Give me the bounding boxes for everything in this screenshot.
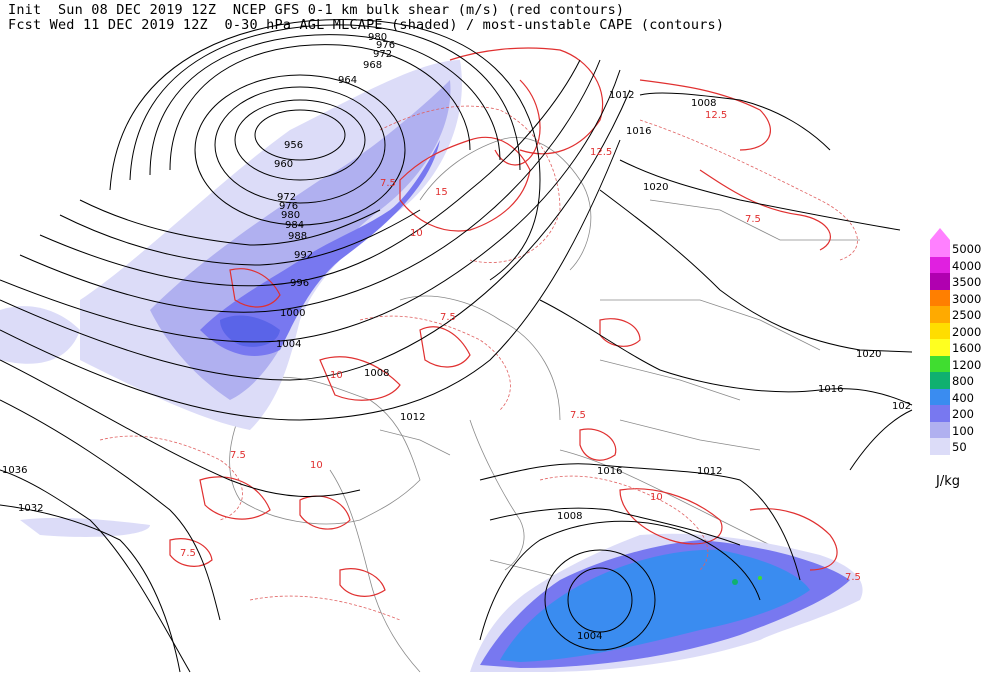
legend-swatch <box>930 405 950 422</box>
legend-row: 400 <box>928 388 998 405</box>
isobars <box>0 19 913 673</box>
legend-value: 200 <box>952 407 974 421</box>
shear-label: 10 <box>410 228 423 239</box>
legend-row: 100 <box>928 421 998 438</box>
legend-row: 800 <box>928 372 998 389</box>
isobar-labels: 980 976 972 968 964 956 960 972 976 980 … <box>2 32 911 642</box>
shear-label: 7.5 <box>230 450 246 461</box>
legend-row: 200 <box>928 405 998 422</box>
shear-label: 7.5 <box>745 214 761 225</box>
isobar-label: 1036 <box>2 465 27 476</box>
legend-swatch <box>930 355 950 372</box>
isobar-label: 980 <box>281 210 300 221</box>
legend-row: 3000 <box>928 289 998 306</box>
legend-row: 2500 <box>928 306 998 323</box>
isobar-label: 960 <box>274 159 293 170</box>
legend-arrow-icon <box>930 228 950 240</box>
isobar-label: 964 <box>338 75 357 86</box>
isobar-label: 968 <box>363 60 382 71</box>
legend-swatch <box>930 372 950 389</box>
isobar-label: 1016 <box>626 126 651 137</box>
isobar-label: 1016 <box>597 466 622 477</box>
isobar-label: 1008 <box>364 368 389 379</box>
legend-value: 5000 <box>952 242 982 256</box>
legend-row: 1200 <box>928 355 998 372</box>
legend-value: 50 <box>952 440 967 454</box>
isobar-label: 1004 <box>577 631 602 642</box>
legend-units: J/kg <box>936 474 960 489</box>
isobar-label: 972 <box>373 49 392 60</box>
legend-swatch <box>930 339 950 356</box>
isobar-label: 984 <box>285 220 304 231</box>
legend-value: 400 <box>952 390 974 405</box>
shear-label: 7.5 <box>845 572 861 583</box>
isobar-label: 1012 <box>400 412 425 423</box>
legend-swatch <box>930 421 950 438</box>
isobar-label: 1032 <box>18 503 43 514</box>
shear-label: 12.5 <box>705 110 727 121</box>
shear-label: 7.5 <box>380 178 396 189</box>
legend-swatch <box>930 322 950 339</box>
shear-label: 7.5 <box>440 312 456 323</box>
header-line-init: Init Sun 08 DEC 2019 12Z NCEP GFS 0-1 km… <box>8 2 625 18</box>
isobar-label: 992 <box>294 250 313 261</box>
legend-value: 3000 <box>952 291 982 306</box>
isobar-label: 1012 <box>697 466 722 477</box>
legend-swatch <box>930 289 950 306</box>
legend-value: 100 <box>952 423 974 438</box>
isobar-label: 1020 <box>643 182 668 193</box>
legend-swatch <box>930 388 950 405</box>
header-line-forecast: Fcst Wed 11 DEC 2019 12Z 0-30 hPa AGL ML… <box>8 17 725 33</box>
legend-value: 1600 <box>952 341 982 355</box>
legend-swatch <box>930 240 950 257</box>
cape-shading <box>0 60 863 672</box>
isobar-label: 102 <box>892 401 911 412</box>
shear-label: 7.5 <box>180 548 196 559</box>
legend-row: 5000 <box>928 240 998 257</box>
isobar-label: 1004 <box>276 339 301 350</box>
legend-swatch <box>930 438 950 455</box>
isobar-label: 988 <box>288 231 307 242</box>
legend-swatch <box>930 256 950 273</box>
isobar-label: 996 <box>290 278 309 289</box>
legend-row: 4000 <box>928 256 998 273</box>
shear-labels: 7.5 10 12.5 15 7.5 10 7.5 7.5 10 12.5 7.… <box>180 110 861 583</box>
shear-label: 12.5 <box>590 147 612 158</box>
legend-value: 3500 <box>952 275 982 289</box>
legend-row: 3500 <box>928 273 998 290</box>
legend-row: 50 <box>928 438 998 455</box>
isobar-label: 972 <box>277 192 296 203</box>
isobar-label: 976 <box>279 201 298 212</box>
legend-value: 2000 <box>952 324 982 339</box>
legend-value: 800 <box>952 374 974 388</box>
shear-label: 10 <box>330 370 343 381</box>
cape-legend: 5000 4000 3500 3000 2500 2000 1600 1200 800 400 20… <box>928 228 998 455</box>
shear-label: 7.5 <box>570 410 586 421</box>
isobar-label: 1008 <box>557 511 582 522</box>
legend-value: 2500 <box>952 308 982 322</box>
legend-row: 1600 <box>928 339 998 356</box>
shear-contours <box>169 47 838 597</box>
legend-swatch <box>930 273 950 290</box>
isobar-label: 1012 <box>609 90 634 101</box>
isobar-label: 1016 <box>818 384 843 395</box>
legend-swatch <box>930 306 950 323</box>
isobar-label: 1000 <box>280 308 305 319</box>
shear-label: 10 <box>650 492 663 503</box>
legend-value: 1200 <box>952 357 982 372</box>
shear-label: 15 <box>435 187 448 198</box>
isobar-label: 980 <box>368 32 387 43</box>
isobar-label: 956 <box>284 140 303 151</box>
legend-row: 2000 <box>928 322 998 339</box>
isobar-label: 1008 <box>691 98 716 109</box>
isobar-label: 1020 <box>856 349 881 360</box>
legend-value: 4000 <box>952 258 982 273</box>
shear-label: 10 <box>310 460 323 471</box>
isobar-label: 976 <box>376 40 395 51</box>
